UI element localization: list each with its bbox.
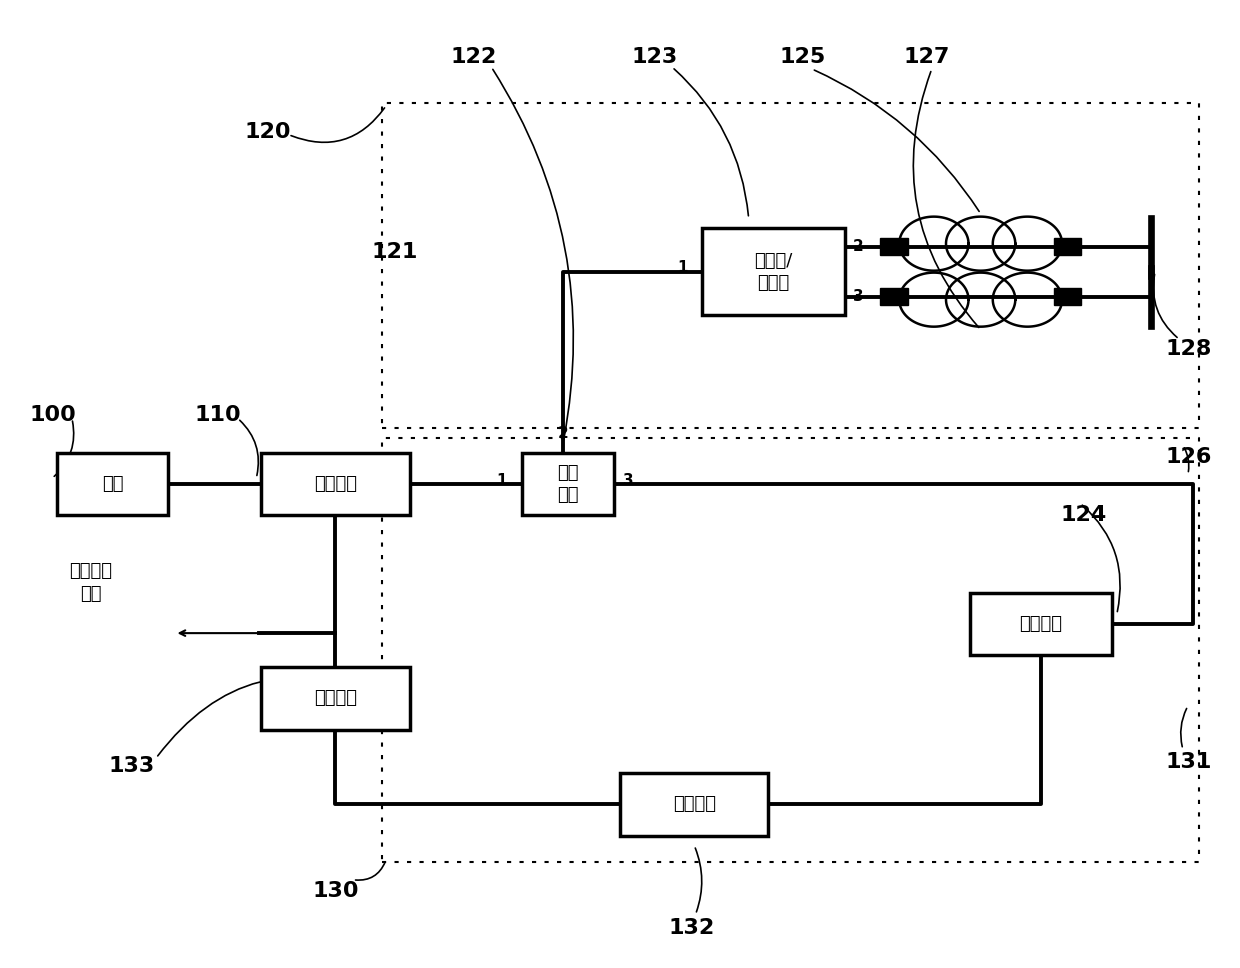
- Text: 110: 110: [195, 405, 242, 425]
- Text: 光调制器: 光调制器: [314, 475, 357, 493]
- Text: 128: 128: [1166, 339, 1213, 359]
- Text: 131: 131: [1166, 752, 1213, 772]
- Bar: [880, 238, 908, 256]
- Text: 120: 120: [244, 122, 290, 141]
- Text: 3: 3: [622, 472, 634, 488]
- Text: 123: 123: [631, 47, 678, 68]
- Text: 132: 132: [668, 918, 715, 938]
- Text: 133: 133: [108, 756, 155, 775]
- Text: 光源: 光源: [102, 475, 124, 493]
- Text: 1: 1: [496, 472, 507, 488]
- Text: 122: 122: [451, 47, 497, 68]
- FancyBboxPatch shape: [522, 453, 615, 515]
- Text: 微波信号
输出: 微波信号 输出: [69, 562, 112, 602]
- Text: 2: 2: [853, 239, 864, 254]
- Text: 125: 125: [780, 47, 826, 68]
- Bar: [1054, 288, 1081, 306]
- Text: 124: 124: [1061, 505, 1107, 525]
- Text: 光环
形器: 光环 形器: [557, 464, 579, 504]
- Text: 126: 126: [1166, 447, 1213, 467]
- Text: 1: 1: [677, 260, 687, 275]
- FancyBboxPatch shape: [970, 592, 1112, 655]
- Text: 电放大器: 电放大器: [314, 689, 357, 708]
- FancyBboxPatch shape: [262, 453, 409, 515]
- Text: 100: 100: [30, 405, 77, 425]
- Text: 121: 121: [372, 242, 418, 262]
- Text: 电滤波器: 电滤波器: [673, 796, 715, 813]
- Bar: [1054, 238, 1081, 256]
- Text: 130: 130: [312, 881, 358, 901]
- FancyBboxPatch shape: [620, 773, 769, 835]
- FancyBboxPatch shape: [262, 667, 409, 730]
- FancyBboxPatch shape: [702, 228, 844, 316]
- Text: 光探测器: 光探测器: [1019, 615, 1063, 633]
- Text: 偏振分/
合束器: 偏振分/ 合束器: [754, 252, 792, 291]
- Text: 3: 3: [853, 289, 864, 304]
- Text: 2: 2: [558, 426, 568, 441]
- Bar: [880, 288, 908, 306]
- FancyBboxPatch shape: [57, 453, 169, 515]
- Text: 127: 127: [904, 47, 950, 68]
